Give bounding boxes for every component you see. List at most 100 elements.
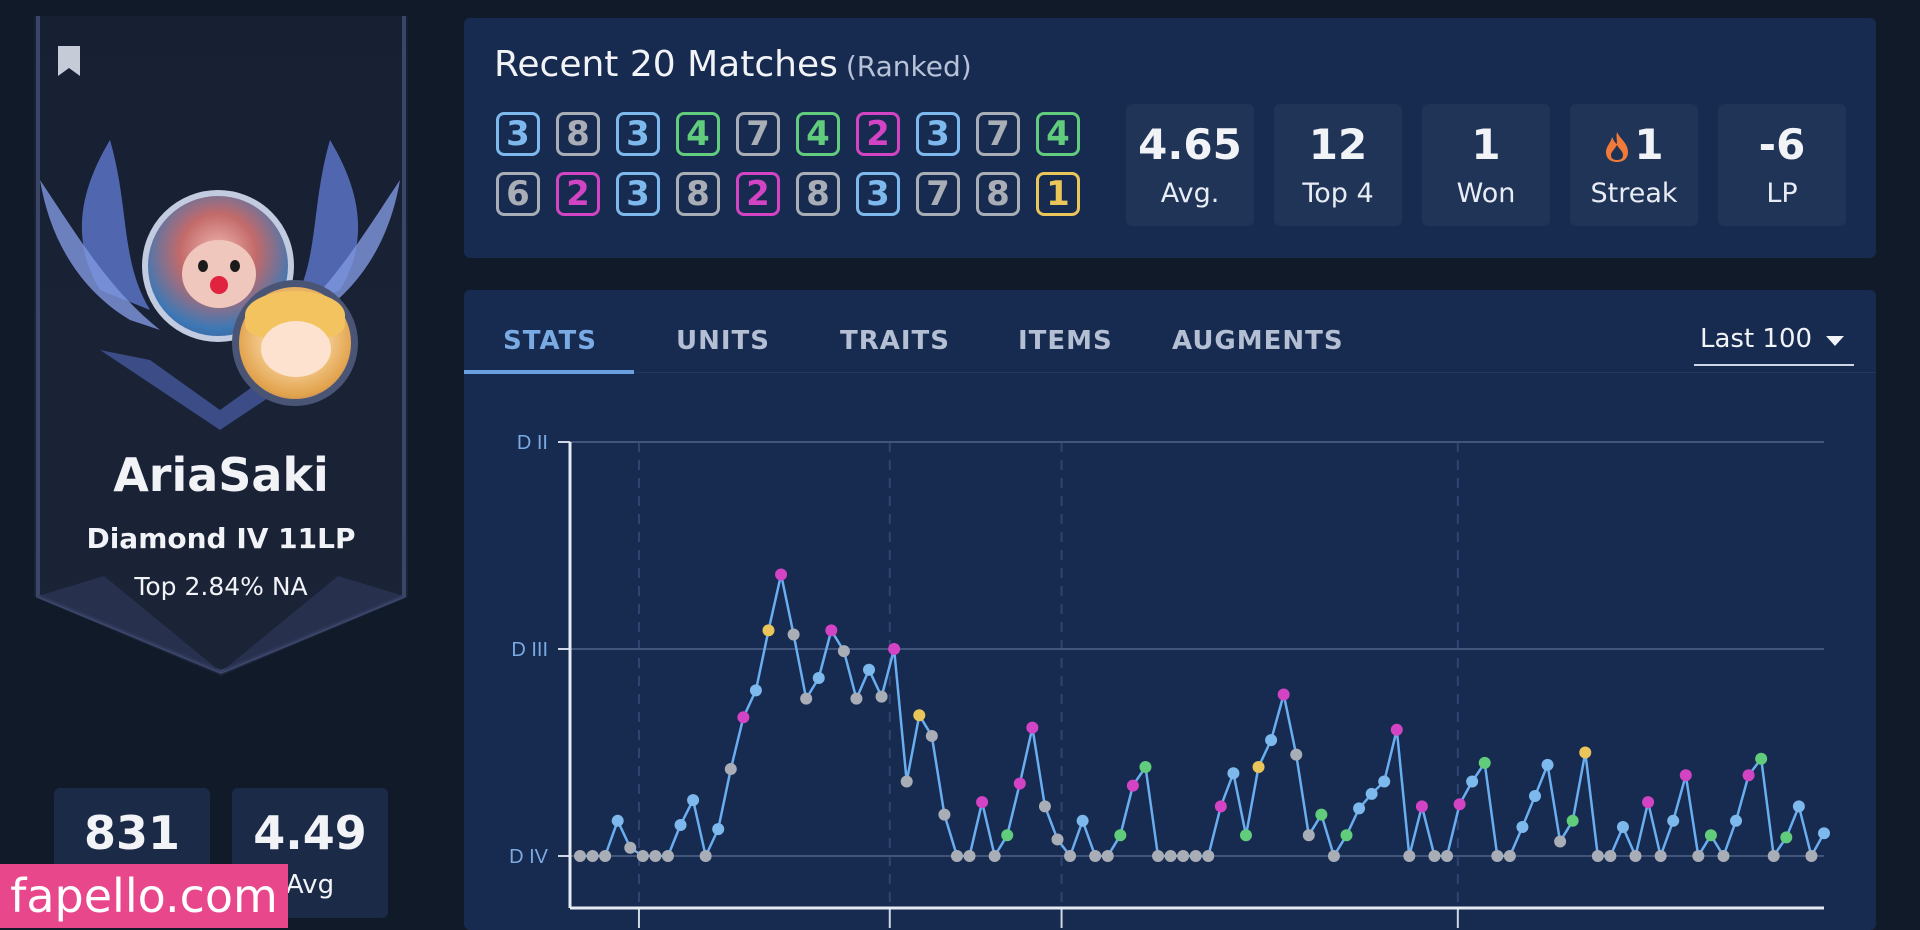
match-point [1466, 775, 1479, 788]
match-point [1415, 800, 1428, 813]
placement-badge[interactable]: 3 [856, 172, 900, 216]
match-point [988, 850, 1001, 862]
companion-face [261, 321, 331, 377]
match-point [938, 808, 951, 821]
match-point [837, 645, 850, 658]
stat-streak-row: 1 [1570, 120, 1698, 169]
placement-badge[interactable]: 8 [676, 172, 720, 216]
tab-stats[interactable]: STATS [503, 326, 598, 356]
match-point [963, 850, 976, 862]
player-rank: Diamond IV 11LP [86, 522, 356, 555]
match-point [1239, 829, 1252, 842]
match-point [863, 663, 876, 676]
watermark: fapello.com [0, 864, 288, 928]
match-point [1064, 850, 1077, 862]
placement-badge[interactable]: 3 [916, 112, 960, 156]
match-point [724, 763, 737, 776]
match-point [850, 692, 863, 705]
recent-matches-heading: Recent 20 Matches [494, 44, 838, 85]
match-point [1491, 850, 1504, 862]
placement-badge[interactable]: 1 [1036, 172, 1080, 216]
active-tab-indicator [464, 370, 634, 374]
placement-badge[interactable]: 8 [796, 172, 840, 216]
lp-history-chart: D II D III D IV [509, 432, 1830, 928]
stat-card-streak: 1 Streak [1570, 104, 1698, 226]
stat-won-value: 1 [1471, 120, 1501, 169]
match-point [812, 671, 825, 684]
match-point [1604, 850, 1617, 862]
avg-placement-label: Avg [285, 870, 335, 900]
placement-badge[interactable]: 2 [736, 172, 780, 216]
match-point [687, 794, 700, 807]
match-point [1792, 800, 1805, 813]
player-top-percent: Top 2.84% NA [134, 572, 308, 601]
match-point [1302, 829, 1315, 842]
avatar-eye [230, 260, 240, 272]
match-point [1076, 814, 1089, 827]
match-point [1089, 850, 1102, 862]
placement-badge[interactable]: 8 [976, 172, 1020, 216]
match-point [1616, 821, 1629, 834]
match-point [586, 850, 599, 862]
match-point [1051, 833, 1064, 846]
stat-won-label: Won [1456, 178, 1516, 209]
match-point [1767, 850, 1780, 862]
match-point [1139, 760, 1152, 773]
placement-badge[interactable]: 4 [1036, 112, 1080, 156]
games-played-value: 831 [83, 806, 181, 860]
placement-badge[interactable]: 2 [856, 112, 900, 156]
placement-badge[interactable]: 3 [496, 112, 540, 156]
match-point [1126, 779, 1139, 792]
match-point [661, 850, 674, 862]
period-dropdown[interactable]: Last 100 [1694, 320, 1854, 366]
player-name: AriaSaki [113, 448, 329, 502]
placement-badge[interactable]: 8 [556, 112, 600, 156]
match-point [1818, 827, 1830, 840]
match-point [1013, 777, 1026, 790]
tab-augments[interactable]: AUGMENTS [1172, 326, 1344, 356]
match-point [1755, 752, 1768, 765]
stat-streak-label: Streak [1590, 178, 1678, 209]
placement-badge[interactable]: 7 [976, 112, 1020, 156]
placement-badge[interactable]: 4 [676, 112, 720, 156]
match-point [1365, 787, 1378, 800]
match-point [1717, 850, 1730, 862]
stat-lp-value: -6 [1758, 120, 1806, 169]
match-point [1202, 850, 1215, 862]
stat-card-top4: 12 Top 4 [1274, 104, 1402, 226]
stat-lp-label: LP [1766, 178, 1798, 209]
match-point [1390, 723, 1403, 736]
bookmark-icon[interactable] [56, 44, 82, 78]
stat-top4-value: 12 [1308, 120, 1368, 169]
match-point [875, 690, 888, 703]
match-point [1227, 767, 1240, 780]
placement-badge[interactable]: 7 [736, 112, 780, 156]
placement-badge[interactable]: 3 [616, 172, 660, 216]
tab-traits[interactable]: TRAITS [840, 326, 951, 356]
placement-badge[interactable]: 4 [796, 112, 840, 156]
match-point [1805, 850, 1818, 862]
avg-placement-value: 4.49 [253, 806, 367, 860]
flame-icon [1606, 132, 1629, 162]
placement-badge[interactable]: 6 [496, 172, 540, 216]
match-point [976, 796, 989, 809]
match-point [1340, 829, 1353, 842]
match-point [1629, 850, 1642, 862]
y-tick-label: D II [517, 432, 548, 454]
match-point [712, 823, 725, 836]
match-point [1252, 760, 1265, 773]
match-point [800, 692, 813, 705]
match-point [787, 628, 800, 641]
match-point [925, 729, 938, 742]
match-point [1290, 748, 1303, 761]
placement-badge[interactable]: 2 [556, 172, 600, 216]
avatar-nose [210, 276, 228, 294]
match-point [762, 624, 775, 637]
match-point [1579, 746, 1592, 759]
tab-items[interactable]: ITEMS [1018, 326, 1113, 356]
tab-units[interactable]: UNITS [676, 326, 771, 356]
stat-avg-label: Avg. [1160, 178, 1220, 209]
stat-avg-value: 4.65 [1138, 120, 1242, 169]
placement-badge[interactable]: 3 [616, 112, 660, 156]
placement-badge[interactable]: 7 [916, 172, 960, 216]
